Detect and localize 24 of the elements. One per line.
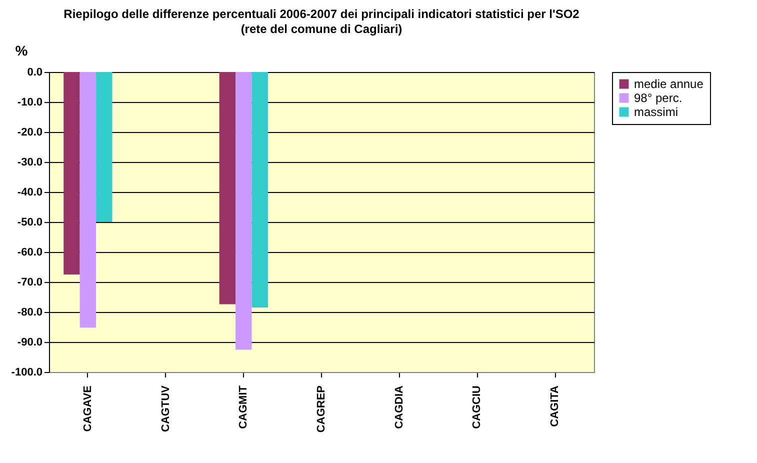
- legend-label: 98° perc.: [634, 91, 682, 105]
- x-tick-label: CAGCIU: [471, 385, 484, 429]
- y-tick-label: -80.0: [17, 306, 42, 318]
- chart-title: Riepilogo delle differenze percentuali 2006-2007 dei principali indicatori statistici per l'SO2: [64, 7, 580, 21]
- x-tick-label: CAGAVE: [82, 386, 94, 432]
- y-tick-label: -20.0: [17, 126, 42, 138]
- y-tick-label: -70.0: [17, 276, 42, 288]
- y-tick-label: -10.0: [17, 96, 42, 108]
- y-tick-label: -40.0: [17, 186, 42, 198]
- legend-label: medie annue: [634, 77, 704, 91]
- x-tick-label: CAGREP: [316, 386, 328, 433]
- x-tick-label: CAGITA: [549, 385, 562, 427]
- y-tick-label: -60.0: [17, 246, 42, 258]
- y-tick-label: -100.0: [11, 366, 42, 378]
- y-axis-title: %: [15, 42, 28, 58]
- legend-label: massimi: [634, 105, 678, 119]
- y-tick-label: -50.0: [17, 216, 42, 228]
- y-tick-label: -90.0: [17, 336, 42, 348]
- x-tick-label: CAGMIT: [238, 385, 250, 429]
- y-tick-label: 0.0: [27, 66, 42, 78]
- chart-subtitle: (rete del comune di Cagliari): [240, 22, 402, 36]
- x-tick-label: CAGTUV: [160, 384, 172, 432]
- y-tick-label: -30.0: [17, 156, 42, 168]
- x-tick-label: CAGDIA: [393, 385, 406, 429]
